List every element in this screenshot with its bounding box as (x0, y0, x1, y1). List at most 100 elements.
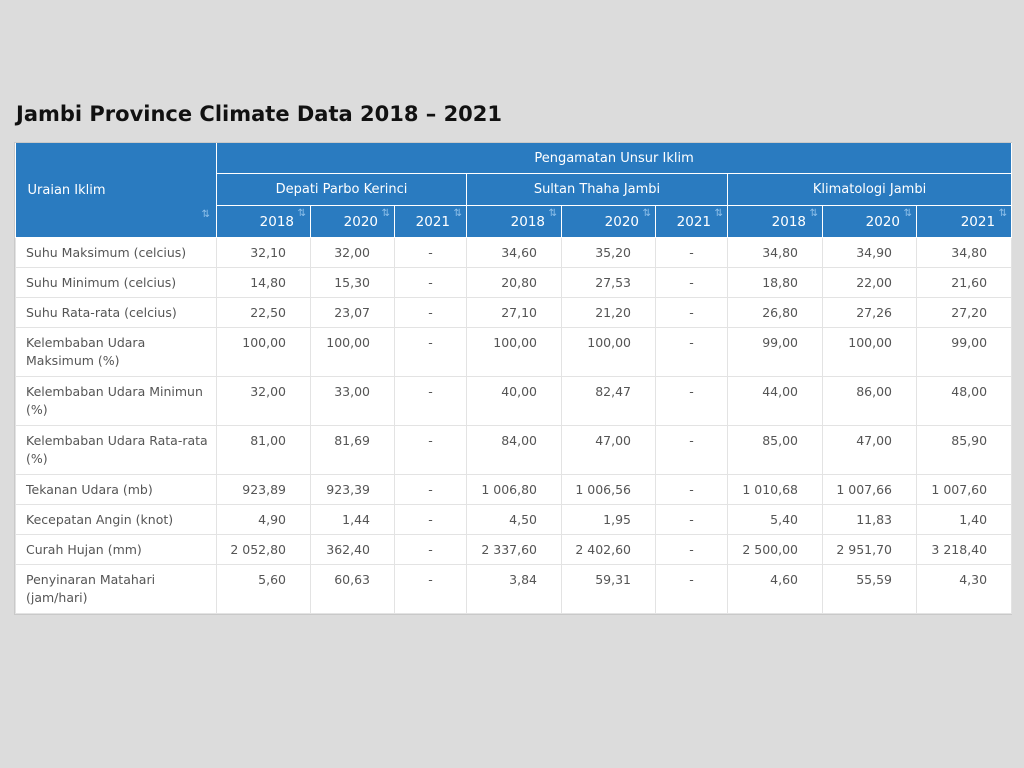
table-cell: - (655, 474, 728, 505)
year-label: 2021 (960, 213, 996, 230)
table-cell: - (655, 564, 728, 614)
table-cell: 100,00 (561, 327, 656, 377)
table-cell: 1 006,80 (466, 474, 562, 505)
sort-icon[interactable]: ⇅ (201, 209, 210, 220)
year-column-header[interactable]: 2018 ⇅ (216, 205, 311, 238)
table-cell: 55,59 (822, 564, 917, 614)
year-label: 2021 (676, 213, 711, 230)
sort-icon[interactable]: ⇅ (453, 208, 462, 219)
table-cell: 32,00 (216, 376, 311, 426)
sort-icon[interactable]: ⇅ (548, 208, 557, 219)
table-cell: 2 402,60 (561, 534, 656, 565)
table-cell: 47,00 (561, 425, 656, 475)
row-label: Kelembaban Udara Rata-rata (%) (15, 425, 217, 475)
table-cell: 21,60 (915, 267, 1013, 298)
table-cell: 34,80 (727, 237, 823, 268)
table-row: Curah Hujan (mm) 2 052,80 362,40-2 337,60 2… (15, 534, 1013, 565)
table-cell: - (655, 297, 728, 328)
row-label: Tekanan Udara (mb) (15, 474, 217, 505)
column-header-uraian[interactable]: Uraian Iklim ⇅ (15, 143, 217, 238)
table-cell: 1,44 (310, 504, 395, 535)
table-cell: 27,53 (561, 267, 656, 298)
table-cell: - (394, 297, 467, 328)
year-column-header[interactable]: 2020 ⇅ (561, 205, 656, 238)
table-cell: 27,26 (822, 297, 917, 328)
table-row: Kelembaban Udara Maksimum (%) 100,00 100,0… (15, 327, 1013, 377)
table-cell: 60,63 (310, 564, 395, 614)
table-cell: 86,00 (822, 376, 917, 426)
table-cell: 923,39 (310, 474, 395, 505)
station-header: Depati Parbo Kerinci (216, 173, 467, 206)
table-cell: 100,00 (216, 327, 311, 377)
table-cell: 82,47 (561, 376, 656, 426)
table-cell: 2 052,80 (216, 534, 311, 565)
table-cell: 40,00 (466, 376, 562, 426)
table-cell: 44,00 (727, 376, 823, 426)
table-cell: 27,10 (466, 297, 562, 328)
column-header-label: Uraian Iklim (27, 182, 106, 198)
table-cell: 4,90 (216, 504, 311, 535)
year-label: 2018 (510, 213, 545, 230)
table-cell: 48,00 (915, 376, 1013, 426)
sort-icon[interactable]: ⇅ (809, 208, 818, 219)
sort-icon[interactable]: ⇅ (642, 208, 651, 219)
climate-table-container: Uraian Iklim ⇅ Pengamatan Unsur Iklim De… (14, 142, 1013, 615)
table-cell: 923,89 (216, 474, 311, 505)
table-cell: 1 007,60 (915, 474, 1013, 505)
table-cell: 27,20 (915, 297, 1013, 328)
row-label: Suhu Minimum (celcius) (15, 267, 217, 298)
group-header: Pengamatan Unsur Iklim (215, 143, 1013, 174)
year-column-header[interactable]: 2021 ⇅ (655, 205, 728, 238)
station-header: Klimatologi Jambi (726, 173, 1013, 206)
station-header: Sultan Thaha Jambi (466, 173, 728, 206)
table-cell: 5,40 (727, 504, 823, 535)
table-row: Kecepatan Angin (knot) 4,90 1,44-4,50 1,95-… (15, 504, 1013, 535)
table-cell: 34,60 (466, 237, 562, 268)
row-label: Curah Hujan (mm) (15, 534, 217, 565)
table-cell: 59,31 (561, 564, 656, 614)
year-column-header[interactable]: 2018 ⇅ (727, 205, 823, 238)
table-cell: 100,00 (466, 327, 562, 377)
table-cell: 1 007,66 (822, 474, 917, 505)
table-row: Suhu Rata-rata (celcius) 22,50 23,07-27,10… (15, 297, 1013, 328)
table-cell: 20,80 (466, 267, 562, 298)
year-column-header[interactable]: 2021 ⇅ (915, 205, 1013, 238)
table-cell: - (394, 474, 467, 505)
year-column-header[interactable]: 2018 ⇅ (466, 205, 562, 238)
table-cell: 99,00 (915, 327, 1013, 377)
table-cell: 15,30 (310, 267, 395, 298)
table-cell: - (655, 237, 728, 268)
table-cell: 34,80 (915, 237, 1013, 268)
table-row: Kelembaban Udara Rata-rata (%) 81,00 81,69… (15, 425, 1013, 475)
table-cell: 4,60 (727, 564, 823, 614)
table-cell: 11,83 (822, 504, 917, 535)
sort-icon[interactable]: ⇅ (714, 208, 723, 219)
sort-icon[interactable]: ⇅ (381, 208, 390, 219)
year-column-header[interactable]: 2020 ⇅ (822, 205, 917, 238)
table-cell: - (394, 376, 467, 426)
table-body: Suhu Maksimum (celcius) 32,10 32,00-34,60 3… (15, 237, 1013, 614)
year-column-header[interactable]: 2020 ⇅ (310, 205, 395, 238)
sort-icon[interactable]: ⇅ (903, 208, 912, 219)
table-row: Suhu Minimum (celcius) 14,80 15,30-20,80 27… (15, 267, 1013, 298)
year-label: 2021 (415, 213, 450, 230)
table-cell: 85,00 (727, 425, 823, 475)
table-row: Kelembaban Udara Minimun (%) 32,00 33,00-4… (15, 376, 1013, 426)
table-cell: 2 337,60 (466, 534, 562, 565)
table-cell: 18,80 (727, 267, 823, 298)
table-cell: 81,00 (216, 425, 311, 475)
table-cell: 32,00 (310, 237, 395, 268)
year-label: 2020 (343, 213, 378, 230)
sort-icon[interactable]: ⇅ (297, 208, 306, 219)
table-cell: 100,00 (822, 327, 917, 377)
table-cell: - (655, 534, 728, 565)
table-cell: 99,00 (727, 327, 823, 377)
table-header: Uraian Iklim ⇅ Pengamatan Unsur Iklim De… (15, 143, 1013, 238)
table-cell: 84,00 (466, 425, 562, 475)
table-row: Penyinaran Matahari (jam/hari) 5,60 60,63-… (15, 564, 1013, 614)
table-row: Tekanan Udara (mb) 923,89 923,39-1 006,80 1… (15, 474, 1013, 505)
table-cell: 14,80 (216, 267, 311, 298)
sort-icon[interactable]: ⇅ (998, 208, 1008, 219)
year-column-header[interactable]: 2021 ⇅ (394, 205, 467, 238)
table-cell: 26,80 (727, 297, 823, 328)
